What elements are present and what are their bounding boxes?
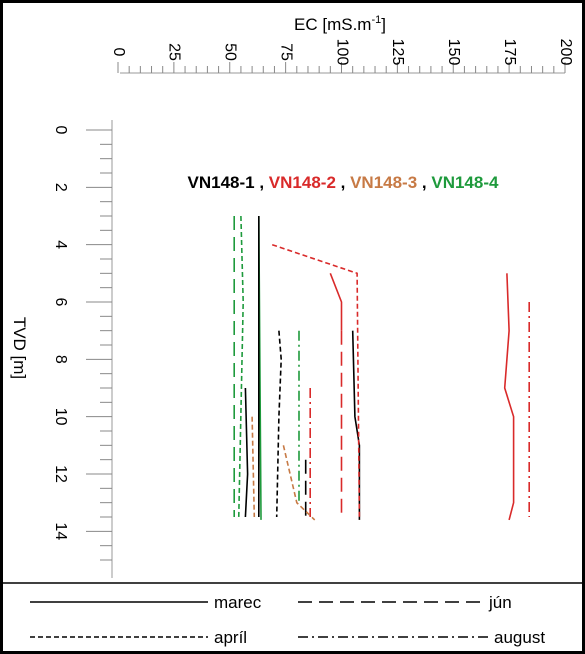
x-axis-label: EC [mS.m-1]	[294, 14, 386, 34]
y-tick-label: 2	[52, 183, 69, 192]
x-tick-label: 25	[166, 43, 183, 61]
y-tick-label: 6	[52, 298, 69, 307]
well-legend-item: VN148-3	[350, 173, 417, 192]
line-style-legend: marec jún apríl august	[30, 593, 545, 647]
series-line	[329, 273, 343, 331]
x-tick-label: 125	[389, 39, 406, 66]
x-tick-label: 100	[333, 39, 350, 66]
y-tick-label: 4	[52, 240, 69, 249]
y-tick-labels: 0 2 4 6 8 10 12 14	[52, 126, 69, 541]
y-tick-label: 8	[52, 355, 69, 364]
well-separator: ,	[255, 173, 269, 192]
series-line	[282, 445, 316, 521]
well-legend: VN148-1 , VN148-2 , VN148-3 , VN148-4	[188, 173, 499, 192]
series-line	[251, 416, 256, 518]
series-line	[244, 387, 249, 518]
y-tick-label: 14	[52, 522, 69, 540]
well-legend-item: VN148-2	[269, 173, 336, 192]
series-line	[503, 273, 515, 521]
series-layer	[233, 215, 531, 521]
x-tick-label: 175	[501, 39, 518, 66]
legend-label: apríl	[214, 628, 247, 647]
y-axis	[86, 120, 113, 578]
x-tick-labels: 0 25 50 75 100 125 150 175 200	[110, 39, 574, 66]
series-line	[237, 215, 245, 520]
well-legend-item: VN148-4	[431, 173, 499, 192]
x-tick-label: 50	[222, 43, 239, 61]
x-tick-label: 0	[110, 48, 127, 57]
well-separator: ,	[417, 173, 431, 192]
legend-label: jún	[488, 593, 512, 612]
legend-label: marec	[214, 593, 262, 612]
y-tick-label: 10	[52, 408, 69, 426]
x-tick-label: 75	[277, 43, 294, 61]
x-tick-label: 200	[557, 39, 574, 66]
well-separator: ,	[336, 173, 350, 192]
y-tick-label: 12	[52, 465, 69, 483]
y-axis-label: TVD [m]	[10, 317, 29, 379]
well-legend-item: VN148-1	[188, 173, 255, 192]
legend-label: august	[494, 628, 545, 647]
y-tick-label: 0	[52, 126, 69, 135]
x-tick-label: 150	[445, 39, 462, 66]
x-axis	[117, 62, 566, 74]
series-line	[275, 330, 283, 518]
series-line	[271, 243, 361, 520]
